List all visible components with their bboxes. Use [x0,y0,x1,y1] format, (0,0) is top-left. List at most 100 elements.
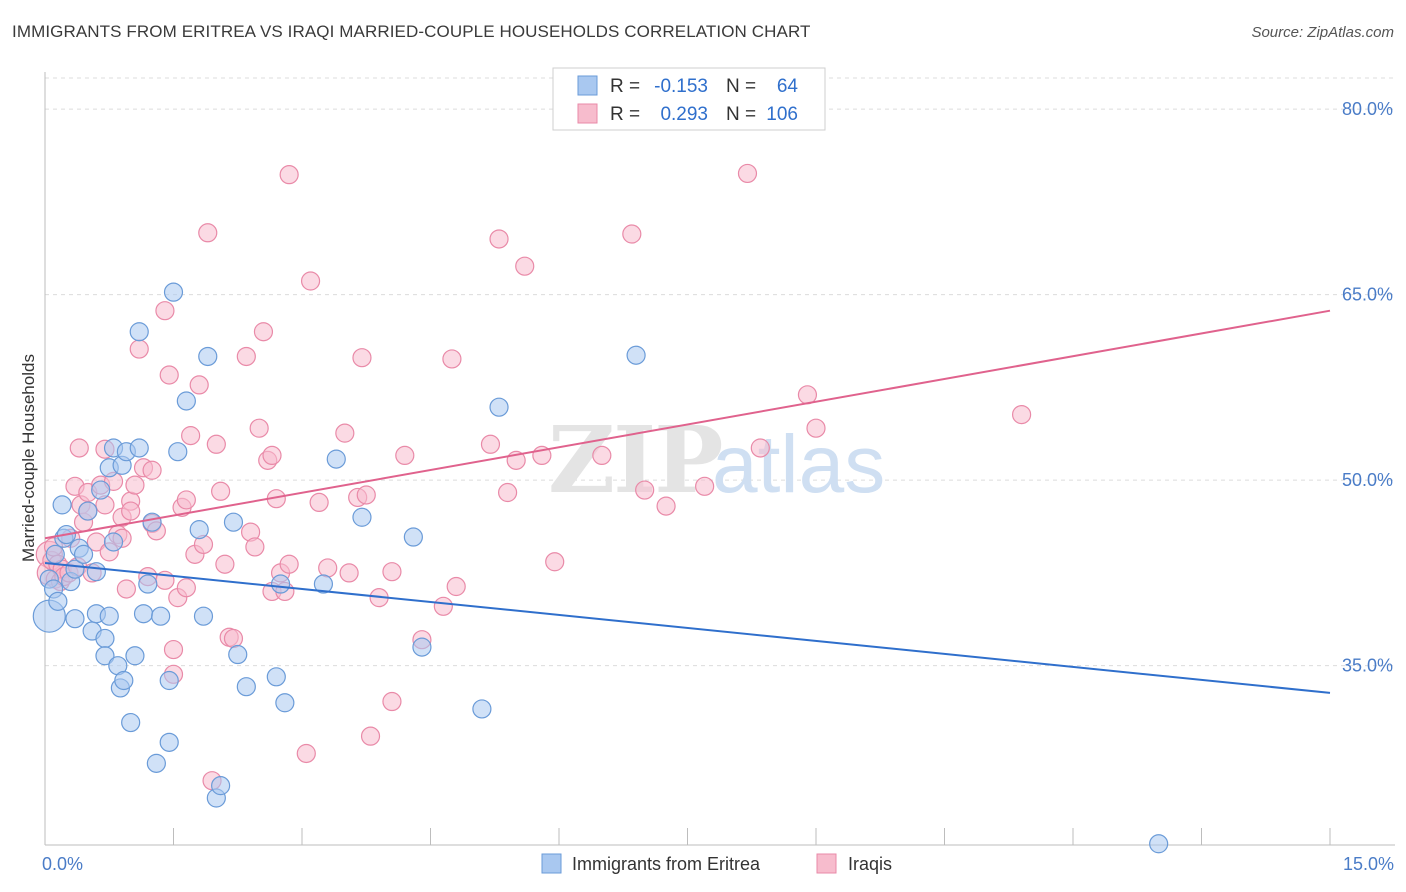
x-axis-ticks [44,828,1331,845]
eritrea-point [86,562,107,582]
iraqis-point [309,492,329,513]
trend-line-eritrea [44,562,1331,694]
iraqis-point [211,481,231,501]
eritrea-point [121,712,141,733]
iraqis-point [382,691,402,712]
eritrea-point [99,606,119,626]
legend-r-value-iraqis: 0.293 [660,104,708,125]
iraqis-point [159,365,179,385]
eritrea-point [228,644,248,665]
eritrea-point [103,532,124,552]
iraqis-point [176,578,196,598]
iraqis-point [750,438,770,458]
eritrea-point [65,609,85,629]
eritrea-point [52,495,72,515]
iraqis-point [236,346,256,367]
iraqis-point [335,423,355,443]
eritrea-point [142,512,162,532]
eritrea-point [403,527,423,547]
iraqis-point [279,554,299,574]
legend-n-value-iraqis: 106 [766,104,798,125]
iraqis-point [797,385,818,405]
eritrea-point [626,345,646,365]
legend-r-value-eritrea: -0.153 [654,76,708,97]
iraqis-point [296,743,316,764]
eritrea-point [73,544,94,564]
eritrea-point [275,693,295,713]
iraqis-point [189,375,209,395]
eritrea-point [270,574,291,594]
eritrea-point [412,637,432,657]
iraqis-point [382,562,402,582]
eritrea-point [159,670,179,691]
eritrea-point [176,391,196,411]
stats-legend-box [552,67,826,131]
bottom-legend-swatch-eritrea [541,853,562,874]
series-legend: Immigrants from Eritrea Iraqis [541,853,892,874]
iraqis-point [155,301,175,321]
y-axis-label: Married-couple Households [19,354,38,562]
chart-title: IMMIGRANTS FROM ERITREA VS IRAQI MARRIED… [12,22,811,41]
eritrea-point [163,282,184,302]
eritrea-point [45,544,65,564]
eritrea-point [133,604,154,624]
y-axis-tick-labels: 35.0% 50.0% 65.0% 80.0% [1342,99,1393,676]
eritrea-point [129,438,149,458]
legend-swatch-iraqis [577,103,598,124]
eritrea-point [211,776,231,796]
legend-r-label-iraqis: R = [610,104,640,125]
iraqis-point [446,576,466,597]
iraqis-point [245,537,265,557]
iraqis-point [116,579,136,599]
iraqis-point [206,434,226,454]
eritrea-point [48,591,68,611]
eritrea-point [326,449,346,469]
eritrea-point [138,574,158,594]
eritrea-point [193,606,214,626]
eritrea-point [91,480,111,500]
iraqis-point [545,552,565,572]
iraqis-point [356,485,376,505]
legend-n-label-iraqis: N = [726,104,756,125]
eritrea-point [151,606,171,626]
iraqis-point [806,418,826,438]
iraqis-point [433,596,453,616]
eritrea-point [159,732,179,752]
legend-swatch-eritrea [577,75,598,96]
iraqis-point [635,480,655,500]
iraqis-point [198,223,218,243]
y-tick-label: 65.0% [1342,285,1393,305]
iraqis-point [592,445,612,466]
iraqis-point [163,639,184,660]
bottom-legend-label-iraqis: Iraqis [848,854,892,874]
iraqis-point [142,460,162,480]
iraqis-point [253,322,274,342]
eritrea-point [266,667,286,687]
iraqis-point [262,445,282,466]
eritrea-point [198,346,218,367]
iraqis-point [737,163,758,184]
eritrea-point [313,574,334,594]
eritrea-point [223,512,244,532]
iraqis-point [695,476,715,496]
eritrea-point [189,520,209,540]
y-tick-label: 35.0% [1342,656,1393,676]
source-label: Source: ZipAtlas.com [1251,24,1394,41]
eritrea-point [146,753,166,773]
eritrea-point [129,322,149,342]
bottom-legend-swatch-iraqis [816,853,837,874]
eritrea-point [236,677,256,697]
iraqis-point [515,256,535,276]
iraqis-point [249,418,269,438]
x-tick-label-min: 0.0% [42,854,83,874]
iraqis-point [622,224,642,244]
iraqis-point [300,271,321,291]
iraqis-point [339,563,359,583]
iraqis-point [125,475,145,495]
legend-n-value-eritrea: 64 [777,76,799,97]
iraqis-point [318,558,338,578]
eritrea-point [1149,834,1169,854]
iraqis-point [215,554,235,574]
iraqis-point [69,438,89,458]
iraqis-point [498,482,518,503]
